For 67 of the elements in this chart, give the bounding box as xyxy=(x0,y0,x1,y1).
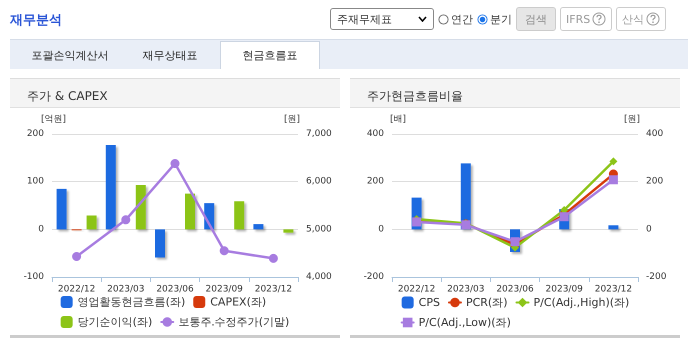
text: 재무분석 xyxy=(10,12,62,29)
bar xyxy=(86,216,97,230)
point xyxy=(220,246,229,256)
x-tick-label: 2023/12 xyxy=(254,284,292,294)
x-tick-label: 2023/09 xyxy=(206,284,244,294)
bar xyxy=(608,225,618,230)
y2-tick-label: 0 xyxy=(646,224,652,234)
chart-title: 주가현금흐름비율 xyxy=(367,89,463,103)
legend-label: P/C(Adj.,High)(좌) xyxy=(534,296,630,309)
legend-label: CPS xyxy=(418,296,440,309)
y-axis-title: [배] xyxy=(390,114,406,124)
bar xyxy=(106,144,116,230)
bar xyxy=(136,185,146,230)
y2-axis-title: [원] xyxy=(624,114,640,124)
text: 산식 xyxy=(616,7,666,31)
x-tick-label: 2023/06 xyxy=(156,284,194,294)
x-tick-label: 2023/03 xyxy=(447,284,484,294)
legend-label: 당기순이익(좌) xyxy=(78,316,152,328)
point xyxy=(72,252,82,261)
y-axis-title: [억원] xyxy=(40,114,66,124)
y-tick-label: -200 xyxy=(364,272,384,282)
y2-axis-title: [원] xyxy=(284,114,300,124)
point xyxy=(609,157,618,166)
bar xyxy=(283,229,294,233)
y-tick-label: 0 xyxy=(378,224,384,234)
bar xyxy=(253,224,264,230)
text: 주재무제표 xyxy=(337,12,392,26)
y2-tick-label: 400 xyxy=(646,129,664,139)
point xyxy=(121,215,130,224)
y-tick-label: 100 xyxy=(26,176,44,187)
y2-tick-label: -200 xyxy=(646,272,667,282)
y-tick-label: 200 xyxy=(26,129,44,139)
text: 검색 xyxy=(516,7,556,31)
y2-tick-label: 6,000 xyxy=(306,176,332,187)
x-tick-label: 2023/09 xyxy=(546,284,584,294)
legend-label: 보통주.수정주가(기말) xyxy=(178,316,290,328)
x-tick-label: 2022/12 xyxy=(58,284,96,294)
point xyxy=(608,175,618,184)
point xyxy=(170,159,180,168)
legend-label: PCR(좌) xyxy=(466,296,508,309)
bar xyxy=(155,229,165,258)
bar xyxy=(234,201,244,230)
y-tick-label: -100 xyxy=(24,272,44,282)
text: IFRS xyxy=(560,7,612,31)
chart-title: 주가 & CAPEX xyxy=(27,89,108,103)
legend-label: P/C(Adj.,Low)(좌) xyxy=(418,316,511,329)
x-tick-label: 2022/12 xyxy=(398,284,436,294)
x-tick-label: 2023/03 xyxy=(107,284,144,294)
point xyxy=(268,254,278,263)
y-tick-label: 400 xyxy=(366,129,384,139)
text: 재무상태표 xyxy=(142,48,198,64)
y-tick-label: 0 xyxy=(38,224,44,234)
x-tick-label: 2023/12 xyxy=(594,284,632,294)
bar xyxy=(185,194,195,230)
x-tick-label: 2023/06 xyxy=(496,284,534,294)
y2-tick-label: 4,000 xyxy=(306,272,332,282)
text: 연간 xyxy=(450,12,473,26)
y2-tick-label: 200 xyxy=(646,176,664,187)
bar xyxy=(56,188,67,230)
legend-label: CAPEX(좌) xyxy=(210,296,266,308)
y2-tick-label: 7,000 xyxy=(306,129,332,139)
text: 포괄손익계산서 xyxy=(30,48,110,64)
legend-label: 영업활동현금흐름(좌) xyxy=(78,296,186,308)
y-tick-label: 200 xyxy=(366,176,384,187)
text: 분기 xyxy=(489,12,512,26)
y2-tick-label: 5,000 xyxy=(306,224,332,234)
text: 현금흐름표 xyxy=(220,41,320,69)
